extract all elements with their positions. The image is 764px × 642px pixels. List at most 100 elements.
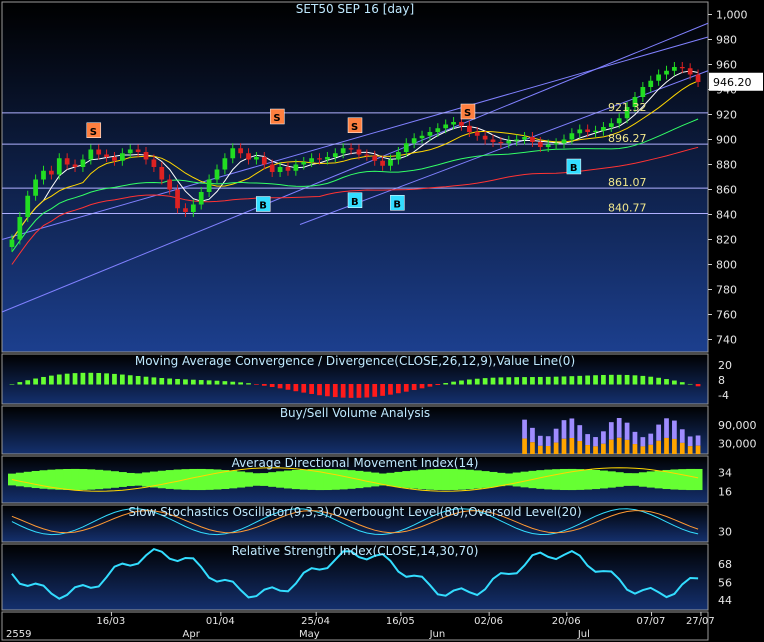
macd-bar xyxy=(640,375,646,385)
moving-average-line xyxy=(11,146,699,265)
volume-sell-bar xyxy=(585,434,591,446)
macd-bar xyxy=(427,384,433,387)
x-date-label: 20/06 xyxy=(552,616,581,627)
volume-buy-bar xyxy=(585,445,591,454)
candle-body xyxy=(656,74,661,81)
macd-bar xyxy=(309,384,314,394)
adx-band xyxy=(173,469,182,490)
macd-bar xyxy=(593,375,598,385)
adx-band xyxy=(165,470,175,489)
macd-bar xyxy=(372,384,378,397)
adx-band xyxy=(418,469,427,490)
candle-body xyxy=(585,129,591,132)
candle-body xyxy=(498,142,504,144)
candle-body xyxy=(190,204,196,212)
macd-bar xyxy=(498,377,504,385)
macd-bar xyxy=(80,372,86,385)
volume-buy-bar xyxy=(601,443,606,454)
adx-band xyxy=(520,471,529,488)
macd-bar xyxy=(64,373,70,385)
x-month-label: Apr xyxy=(183,629,201,640)
adx-band xyxy=(394,471,403,488)
sell-signal xyxy=(86,122,102,138)
volume-sell-bar xyxy=(601,431,606,444)
volume-buy-bar xyxy=(648,444,654,454)
macd-bar xyxy=(695,384,701,387)
price-tick-label: 740 xyxy=(716,334,737,347)
price-tick-label: 920 xyxy=(716,109,737,122)
adx-band xyxy=(410,470,419,489)
adx-band xyxy=(236,471,246,488)
adx-band xyxy=(157,470,167,489)
candle-body xyxy=(679,67,685,69)
adx-band xyxy=(244,472,253,487)
x-date-label: 02/06 xyxy=(474,616,503,627)
macd-bar xyxy=(474,378,480,385)
candle-body xyxy=(325,157,330,160)
macd-bar xyxy=(577,375,583,385)
adx-band xyxy=(78,469,88,490)
candle-body xyxy=(569,133,575,140)
macd-bar xyxy=(143,376,149,385)
macd-bar xyxy=(443,383,449,385)
macd-bar xyxy=(459,380,464,385)
x-date-label: 07/07 xyxy=(637,616,666,627)
adx-band xyxy=(481,471,490,488)
candle-body xyxy=(348,148,354,150)
moving-average-line xyxy=(11,118,699,253)
adx-band xyxy=(205,469,214,490)
macd-bar xyxy=(679,382,685,385)
volume-sell-bar xyxy=(616,418,622,438)
macd-bar xyxy=(419,384,425,389)
macd-bar xyxy=(608,374,614,385)
macd-bar xyxy=(41,376,46,385)
macd-bar xyxy=(17,382,23,385)
candle-body xyxy=(56,158,62,175)
x-date-label: 16/05 xyxy=(386,616,415,627)
macd-bar xyxy=(222,381,228,385)
adx-band xyxy=(94,469,104,490)
adx-band xyxy=(268,472,277,487)
macd-bar xyxy=(411,384,417,391)
candle-body xyxy=(104,154,109,157)
volume-sell-bar xyxy=(695,435,701,446)
adx-band xyxy=(126,472,135,487)
candle-body xyxy=(427,132,433,136)
candle-body xyxy=(64,158,70,165)
candle-body xyxy=(451,122,456,125)
adx-band xyxy=(63,468,72,491)
macd-bar xyxy=(340,384,346,398)
candle-body xyxy=(80,159,86,167)
volume-sell-bar xyxy=(656,424,661,441)
adx-tick-label: 34 xyxy=(718,466,732,479)
macd-bar xyxy=(214,380,220,385)
adx-band xyxy=(441,468,451,491)
x-month-label: Jun xyxy=(429,629,446,640)
price-tick-label: 900 xyxy=(716,134,737,147)
candle-body xyxy=(640,87,646,97)
adx-band xyxy=(291,469,301,490)
adx-band xyxy=(536,470,545,489)
x-date-label: 27/07 xyxy=(686,616,715,627)
buy-signal xyxy=(347,192,363,208)
candle-body xyxy=(246,153,251,160)
adx-band xyxy=(220,469,230,490)
macd-bar xyxy=(127,375,133,385)
candle-body xyxy=(664,70,669,75)
macd-bar xyxy=(435,384,441,386)
volume-buy-bar xyxy=(545,445,551,454)
macd-bar xyxy=(482,378,488,385)
macd-bar xyxy=(112,373,117,385)
candle-body xyxy=(230,148,236,159)
candle-body xyxy=(127,149,133,154)
candle-body xyxy=(309,158,314,162)
macd-bar xyxy=(151,377,157,385)
buy-signal xyxy=(255,196,271,212)
volume-sell-bar xyxy=(640,437,646,447)
macd-bar xyxy=(175,378,180,385)
adx-band xyxy=(433,469,443,490)
candle-body xyxy=(388,159,393,166)
adx-band xyxy=(623,473,632,486)
volume-buy-bar xyxy=(530,442,535,454)
